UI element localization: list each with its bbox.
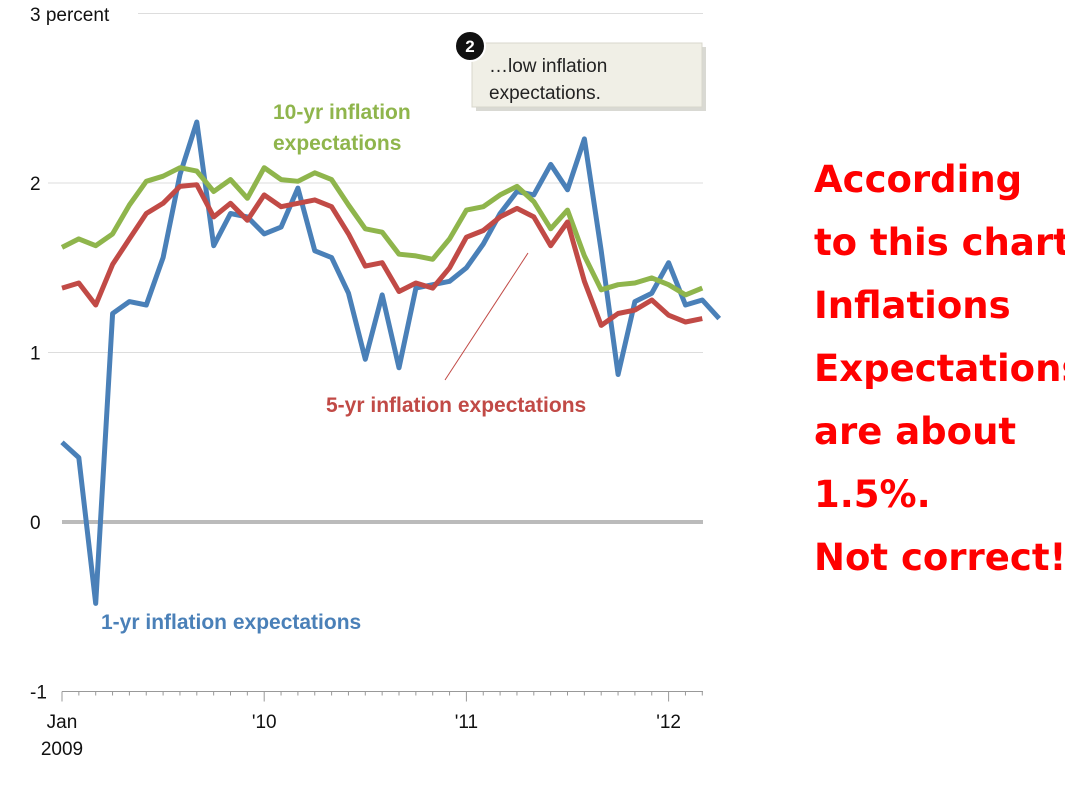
callout-number-badge: [455, 31, 485, 61]
series-line-ten-yr: [60, 165, 704, 298]
x-tick-label: Jan: [47, 712, 78, 733]
series-line-one-yr: [60, 119, 722, 606]
callout-number: 2: [465, 37, 474, 56]
callout-text-line2: expectations.: [489, 83, 601, 104]
annotation-line: Expectations: [814, 347, 1065, 390]
annotation-line: Inflations: [814, 284, 1011, 327]
five-yr-leader-line: [444, 252, 529, 381]
series-lines: [60, 119, 722, 606]
gridlines: 3 percent 2 1 0 -1: [30, 5, 703, 704]
x-tick-label: '10: [252, 712, 277, 733]
series-label-ten-yr: 10-yr inflation expectations: [273, 101, 417, 155]
y-tick-label: -1: [30, 683, 47, 704]
series-label-one-yr: 1-yr inflation expectations: [101, 611, 361, 634]
x-tick-label: '11: [455, 712, 478, 733]
ten-yr-label-line2: expectations: [273, 132, 401, 155]
y-tick-label: 3 percent: [30, 5, 110, 26]
red-annotation-text: According to this chart Inflations Expec…: [814, 148, 1065, 589]
annotation-line: According: [814, 158, 1023, 201]
ten-yr-label-line1: 10-yr inflation: [273, 101, 411, 124]
x-tick-sublabel: 2009: [41, 739, 83, 760]
series-label-five-yr: 5-yr inflation expectations: [326, 394, 586, 417]
y-tick-label: 1: [30, 344, 41, 365]
annotation-line: to this chart: [814, 221, 1065, 264]
x-tick-label: '12: [656, 712, 681, 733]
callout-box: 2 …low inflation expectations.: [454, 30, 706, 111]
annotation-line: 1.5%.: [814, 473, 931, 516]
y-tick-label: 2: [30, 174, 41, 195]
annotation-line: are about: [814, 410, 1017, 453]
callout-text-line1: …low inflation: [489, 56, 607, 77]
series-line-five-yr: [61, 182, 703, 328]
x-axis: Jan 2009 '10 '11 '12: [41, 691, 703, 760]
y-tick-label: 0: [30, 513, 41, 534]
annotation-line: Not correct!: [814, 536, 1065, 579]
